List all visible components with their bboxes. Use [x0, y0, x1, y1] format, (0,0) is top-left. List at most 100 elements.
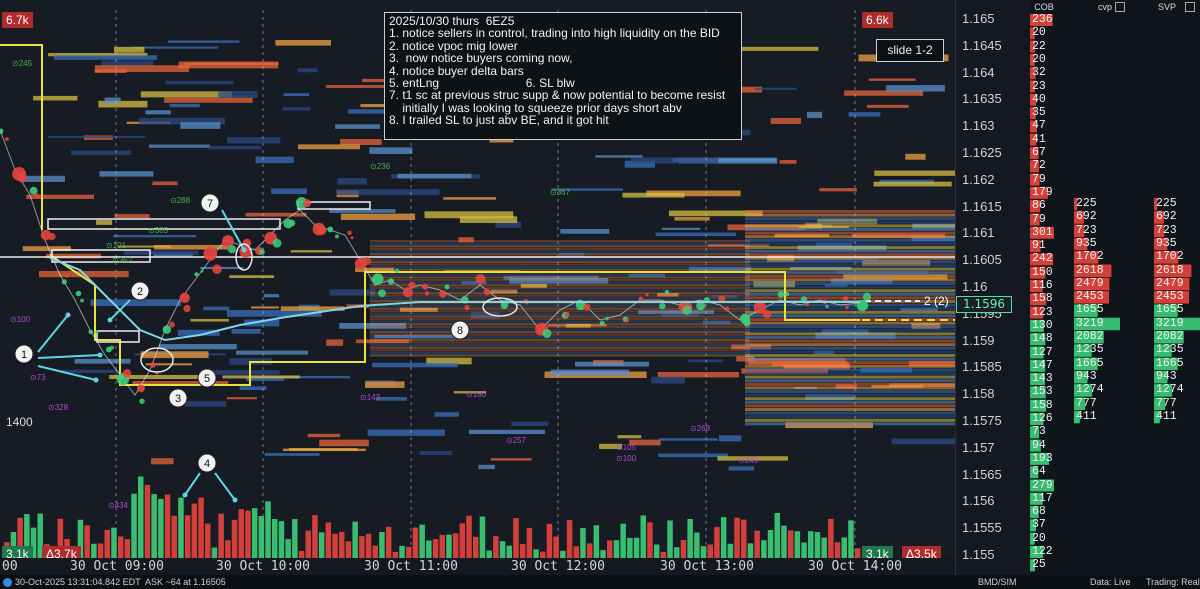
annotation-number: 2: [137, 286, 143, 298]
volume-bar: [385, 526, 392, 558]
liquidity-band: [886, 85, 945, 92]
trade-bubble: [762, 309, 772, 319]
liquidity-band: [397, 173, 472, 179]
liquidity-band: [745, 231, 955, 235]
liquidity-band: [365, 381, 405, 388]
status-timestamp-wrap: 30-Oct-2025 13:31:04.842 EDT: [3, 575, 141, 589]
liquidity-band: [131, 46, 219, 49]
svp-bar: [1154, 370, 1168, 384]
volume-bar: [198, 497, 204, 558]
marker-box: [96, 330, 140, 343]
price-tick-label: 1.1645: [962, 37, 1002, 53]
volume-bar: [379, 531, 385, 558]
liquidity-band: [745, 343, 955, 347]
cob-value: 147: [1032, 358, 1053, 372]
liquidity-band: [370, 349, 750, 352]
liquidity-band: [151, 458, 174, 465]
liquidity-band: [159, 344, 237, 350]
chart-canvas[interactable]: ⊙245 ⊙101 ⊙385 ⊙288 ⊙362 ⊙100 ⊙73 ⊙328 ⊙236 ⊙367 ⊙…: [0, 0, 955, 575]
liquidity-band: [153, 244, 228, 250]
liquidity-band: [745, 242, 955, 246]
liquidity-band: [495, 221, 522, 228]
trade-bubble: [334, 234, 340, 239]
liquidity-band: [478, 464, 495, 470]
price-tick-label: 1.159: [962, 332, 995, 348]
liquidity-band: [255, 156, 294, 164]
liquidity-band: [426, 357, 472, 365]
volume-bar: [640, 515, 646, 558]
cvp-bar: [1074, 291, 1110, 304]
volume-bar: [781, 525, 787, 558]
liquidity-band: [754, 87, 797, 91]
liquidity-band: [443, 197, 496, 200]
liquidity-band: [745, 303, 955, 307]
volume-bar: [694, 532, 700, 558]
time-axis[interactable]: 00 30 Oct 09:00 30 Oct 10:00 30 Oct 11:00 30…: [0, 558, 955, 575]
volume-bar: [506, 545, 512, 558]
liquidity-band: [745, 253, 955, 257]
svp-settings-icon[interactable]: [1185, 2, 1195, 12]
cvp-settings-icon[interactable]: [1115, 2, 1125, 12]
cob-bar: [1030, 559, 1036, 572]
liquidity-band: [595, 155, 643, 158]
liquidity-band: [370, 245, 750, 248]
heatmap-chart[interactable]: ⊙245 ⊙101 ⊙385 ⊙288 ⊙362 ⊙100 ⊙73 ⊙328 ⊙236 ⊙367 ⊙…: [0, 0, 955, 575]
liquidity-band: [624, 160, 656, 168]
cvp-value: 943: [1076, 369, 1097, 383]
volume-bar: [627, 537, 633, 558]
liquidity-band: [90, 299, 182, 307]
small-marker-label: ⊙105: [616, 443, 637, 452]
trade-bubble: [212, 264, 222, 274]
liquidity-band: [844, 90, 924, 96]
liquidity-band: [245, 212, 307, 217]
cob-bar: [1030, 426, 1040, 439]
liquidity-band: [815, 332, 896, 339]
volume-bar: [573, 546, 579, 558]
price-axis[interactable]: 1.165 1.1645 1.164 1.1635 1.163 1.1625 1.162 1.…: [955, 0, 1031, 575]
time-tick-label: 30 Oct 14:00: [808, 559, 902, 574]
cob-bar: [1030, 519, 1037, 532]
liquidity-band: [370, 250, 750, 253]
liquidity-band: [745, 246, 955, 249]
annotation-number: 7: [207, 198, 213, 210]
liquidity-band: [140, 351, 209, 359]
status-ask: ASK ~64 at 1.16505: [145, 577, 226, 587]
cob-value: 122: [1032, 545, 1053, 558]
liquidity-band: [779, 160, 797, 164]
status-feed: BMD/SIM: [978, 577, 1017, 587]
liquidity-band: [370, 310, 750, 313]
liquidity-band: [109, 374, 208, 379]
liquidity-band: [370, 346, 750, 349]
liquidity-band: [819, 188, 857, 192]
liquidity-band: [164, 97, 253, 103]
svp-value: 1655: [1156, 303, 1184, 317]
svp-value: 2618: [1156, 263, 1184, 277]
cob-value: 126: [1032, 412, 1053, 425]
liquidity-band: [868, 78, 916, 81]
small-marker-label: ⊙249: [738, 456, 759, 465]
liquidity-band: [226, 310, 322, 317]
status-timestamp: 30-Oct-2025 13:31:04.842 EDT: [15, 577, 141, 587]
volume-bar: [680, 539, 687, 558]
liquidity-band: [745, 256, 955, 260]
liquidity-band: [168, 40, 240, 43]
liquidity-band: [263, 294, 280, 298]
liquidity-band: [22, 246, 71, 252]
cob-value: 117: [1032, 491, 1053, 505]
liquidity-band: [335, 124, 381, 129]
info-icon[interactable]: [3, 578, 12, 588]
cob-value: 158: [1032, 398, 1053, 412]
annotation-arrow: [214, 472, 236, 501]
volume-bar: [265, 501, 271, 558]
volume-bar: [499, 541, 506, 558]
volume-bar: [205, 523, 211, 558]
volume-bar: [633, 537, 640, 558]
liquidity-band: [370, 289, 750, 292]
volume-bar: [526, 527, 533, 558]
liquidity-band: [745, 314, 955, 318]
volume-bar: [104, 529, 110, 558]
cob-bar: [1030, 147, 1039, 159]
cob-value: 116: [1032, 279, 1053, 292]
volume-bar: [473, 536, 479, 558]
cob-bar: [1030, 67, 1036, 80]
